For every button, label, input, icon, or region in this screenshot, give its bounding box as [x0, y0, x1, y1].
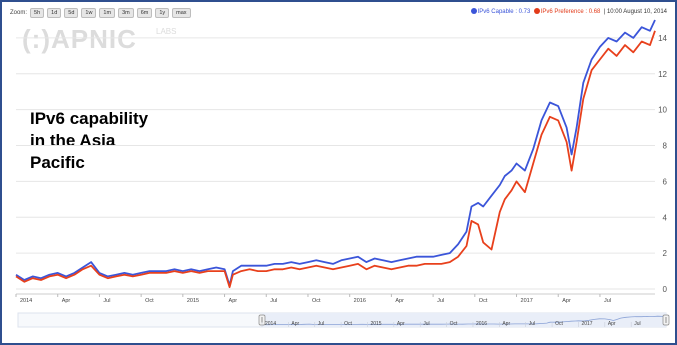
navigator-tick-label: Apr — [502, 321, 510, 327]
x-tick-label: Jul — [604, 298, 611, 304]
x-tick-label: 2016 — [354, 298, 366, 304]
y-tick-label: 4 — [663, 213, 668, 222]
series-line-capable[interactable] — [15, 19, 656, 287]
x-tick-label: Oct — [479, 298, 488, 304]
chart-annotation: IPv6 capability in the Asia Pacific — [30, 109, 149, 172]
x-tick-label: Apr — [62, 298, 71, 304]
navigator-tick-label: Jul — [529, 321, 535, 327]
y-tick-label: 10 — [658, 106, 667, 115]
navigator-tick-label: Apr — [291, 321, 299, 327]
navigator-tick-label: 2014 — [265, 321, 276, 327]
x-tick-label: Jul — [437, 298, 444, 304]
zoom-1y-button[interactable]: 1y — [155, 8, 170, 18]
zoom-1m-button[interactable]: 1m — [99, 8, 116, 18]
x-tick-label: Oct — [312, 298, 321, 304]
legend-capable[interactable]: IPv6 Capable : 0.73 — [477, 9, 531, 15]
zoom-bar: Zoom: 5h 1d 5d 1w 1m 3m 6m 1y max — [10, 8, 191, 18]
zoom-5h-button[interactable]: 5h — [30, 8, 45, 18]
y-tick-label: 2 — [663, 249, 668, 258]
navigator-tick-label: 2015 — [370, 321, 381, 327]
zoom-max-button[interactable]: max — [172, 8, 191, 18]
legend-preference[interactable]: IPv6 Preference : 0.68 — [540, 9, 601, 15]
navigator-series — [261, 315, 667, 326]
zoom-1d-button[interactable]: 1d — [47, 8, 62, 18]
zoom-3m-button[interactable]: 3m — [118, 8, 134, 18]
apnic-labs-label: LABS — [156, 27, 177, 36]
preference-legend-dot — [533, 8, 540, 14]
navigator-tick-label: 2016 — [476, 321, 487, 327]
x-tick-label: 2017 — [521, 298, 533, 304]
series-line-preference[interactable] — [15, 30, 656, 289]
zoom-1w-button[interactable]: 1w — [81, 8, 97, 18]
x-tick-label: Apr — [395, 298, 404, 304]
x-tick-label: 2014 — [20, 298, 32, 304]
apnic-logo: (:)APNIC — [22, 24, 137, 54]
y-tick-label: 6 — [663, 177, 668, 186]
navigator-tick-label: Jul — [423, 321, 429, 327]
x-tick-label: Jul — [270, 298, 277, 304]
legend-timestamp: 10:00 August 10, 2014 — [606, 9, 667, 15]
y-tick-label: 14 — [658, 34, 667, 43]
navigator-tick-label: Apr — [397, 321, 405, 327]
navigator-tick-label: Jul — [634, 321, 640, 327]
x-tick-label: Oct — [145, 298, 154, 304]
zoom-label: Zoom: — [10, 10, 28, 16]
x-tick-label: Apr — [229, 298, 238, 304]
navigator-tick-label: Oct — [555, 321, 563, 327]
y-tick-label: 12 — [658, 70, 667, 79]
y-tick-label: 8 — [663, 142, 668, 151]
capable-legend-dot — [470, 8, 477, 14]
x-tick-label: 2015 — [187, 298, 199, 304]
navigator-tick-label: Oct — [450, 321, 458, 327]
x-tick-label: Apr — [562, 298, 571, 304]
y-tick-label: 0 — [663, 285, 668, 294]
legend: IPv6 Capable : 0.73 IPv6 Preference : 0.… — [470, 8, 667, 15]
navigator-tick-label: Jul — [318, 321, 324, 327]
zoom-5d-button[interactable]: 5d — [64, 8, 79, 18]
navigator-selection — [262, 313, 666, 327]
x-tick-label: Jul — [103, 298, 110, 304]
zoom-6m-button[interactable]: 6m — [136, 8, 153, 18]
navigator-tick-label: 2017 — [581, 321, 592, 327]
navigator-tick-label: Apr — [608, 321, 616, 327]
navigator-tick-label: Oct — [344, 321, 352, 327]
